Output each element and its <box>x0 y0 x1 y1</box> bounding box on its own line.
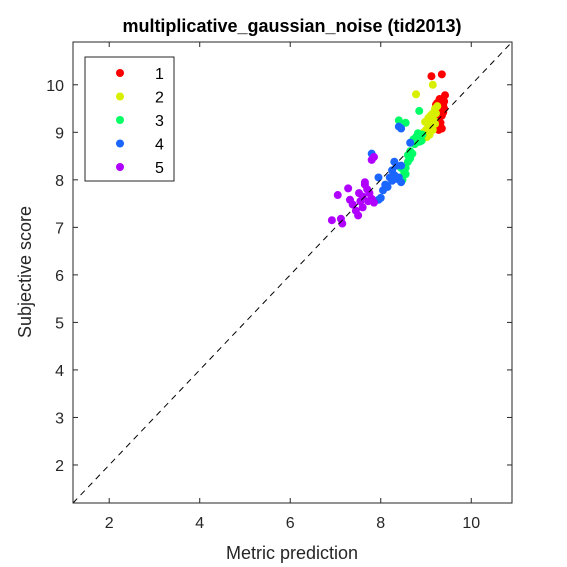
data-point-series-1 <box>427 72 436 81</box>
legend-marker <box>116 163 124 171</box>
data-point-series-5 <box>344 184 353 193</box>
legend-label: 1 <box>155 66 164 83</box>
legend-label: 4 <box>155 137 164 154</box>
data-point-series-4 <box>379 186 388 195</box>
y-tick-label: 5 <box>55 315 64 332</box>
data-point-series-4 <box>397 161 406 170</box>
data-points <box>327 70 450 228</box>
y-tick-label: 6 <box>55 268 64 285</box>
y-tick-label: 10 <box>46 78 64 95</box>
x-tick-label: 8 <box>376 515 385 532</box>
plot-frame <box>72 41 513 504</box>
data-point-series-5 <box>369 153 378 162</box>
x-tick-label: 4 <box>195 515 204 532</box>
data-point-series-5 <box>355 189 364 198</box>
legend-marker <box>116 139 124 148</box>
y-tick-label: 8 <box>55 173 64 190</box>
y-tick-label: 7 <box>55 220 64 237</box>
data-point-series-4 <box>388 176 397 185</box>
data-point-series-4 <box>397 178 406 187</box>
data-point-series-4 <box>397 124 406 133</box>
data-point-series-3 <box>418 130 427 139</box>
x-tick-label: 10 <box>462 515 480 532</box>
y-tick-label: 2 <box>55 458 64 475</box>
data-point-series-3 <box>394 116 403 125</box>
data-point-series-2 <box>431 119 440 128</box>
legend-label: 5 <box>155 160 164 177</box>
data-point-series-3 <box>406 154 415 163</box>
data-point-series-5 <box>360 178 369 187</box>
data-point-series-1 <box>437 70 446 79</box>
x-axis-ticks: 2 4 6 8 10 <box>105 42 480 532</box>
data-point-series-3 <box>415 106 424 115</box>
data-point-series-5 <box>354 211 363 220</box>
legend-marker <box>116 116 124 124</box>
data-point-series-5 <box>333 191 342 200</box>
x-tick-label: 6 <box>286 515 295 532</box>
chart-title: multiplicative_gaussian_noise (tid2013) <box>122 16 461 36</box>
x-axis-label: Metric prediction <box>226 543 358 563</box>
y-tick-label: 4 <box>55 363 64 380</box>
data-point-series-3 <box>401 118 410 127</box>
legend: 1 2 3 4 5 <box>84 56 175 182</box>
y-tick-label: 9 <box>55 125 64 142</box>
data-point-series-3 <box>417 136 426 145</box>
data-point-series-4 <box>374 173 383 182</box>
legend-marker <box>116 69 124 77</box>
data-point-series-1 <box>434 125 443 134</box>
legend-label: 2 <box>155 90 164 107</box>
data-point-series-5 <box>338 219 347 228</box>
legend-label: 3 <box>155 113 164 130</box>
data-point-series-5 <box>327 216 336 225</box>
x-tick-label: 2 <box>105 515 114 532</box>
data-point-series-5 <box>358 203 367 212</box>
y-axis-ticks: 2 3 4 5 6 7 8 9 10 <box>46 78 512 475</box>
y-tick-label: 3 <box>55 410 64 427</box>
data-point-series-5 <box>369 198 378 207</box>
legend-marker <box>116 92 124 101</box>
data-point-series-2 <box>428 80 437 89</box>
data-point-series-2 <box>433 102 442 111</box>
data-point-series-4 <box>406 138 415 147</box>
data-point-series-2 <box>431 109 440 118</box>
data-point-series-2 <box>412 90 421 99</box>
data-point-series-3 <box>401 170 410 179</box>
reference-line <box>72 41 513 504</box>
y-axis-label: Subjective score <box>15 206 35 338</box>
legend-box <box>84 56 175 182</box>
